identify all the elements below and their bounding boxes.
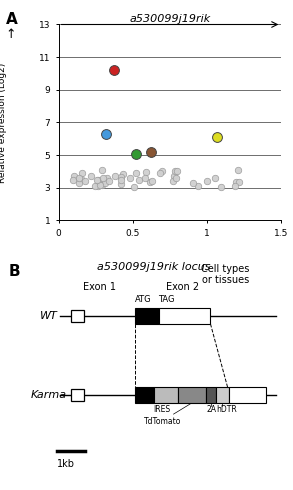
Point xyxy=(133,149,138,157)
Point xyxy=(191,179,196,187)
Text: a530099j19rik locus: a530099j19rik locus xyxy=(97,262,210,272)
Point xyxy=(100,181,104,189)
Point xyxy=(150,177,154,185)
Point xyxy=(133,170,138,177)
Point xyxy=(101,174,105,182)
Point xyxy=(215,133,220,141)
Text: Cell types
or tissues: Cell types or tissues xyxy=(201,264,250,285)
Point xyxy=(113,172,117,180)
Text: 2A: 2A xyxy=(206,405,216,414)
Bar xyxy=(71,389,84,401)
Point xyxy=(233,178,238,186)
Text: hDTR: hDTR xyxy=(216,405,237,414)
Title: a530099j19rik: a530099j19rik xyxy=(129,14,211,24)
Point xyxy=(95,176,100,184)
Point xyxy=(76,179,81,187)
Bar xyxy=(206,387,216,403)
Point xyxy=(121,170,126,178)
Point xyxy=(103,179,108,187)
Text: Exon 2: Exon 2 xyxy=(166,282,199,292)
Point xyxy=(236,166,241,174)
Text: 1kb: 1kb xyxy=(57,459,75,469)
Point xyxy=(104,130,108,138)
Bar xyxy=(154,387,178,403)
Bar xyxy=(135,308,159,324)
Point xyxy=(83,177,88,185)
Point xyxy=(205,177,209,185)
Text: B: B xyxy=(9,264,20,279)
Point xyxy=(195,182,200,190)
Point xyxy=(157,169,162,177)
Text: ATG: ATG xyxy=(135,295,152,304)
Text: ↑: ↑ xyxy=(5,28,16,41)
Bar xyxy=(135,387,154,403)
Bar xyxy=(229,387,266,403)
Point xyxy=(119,180,124,188)
Point xyxy=(174,174,178,182)
Point xyxy=(100,167,105,174)
Point xyxy=(219,183,223,191)
Bar xyxy=(71,310,84,322)
Point xyxy=(119,176,123,184)
Text: WT: WT xyxy=(40,311,57,321)
Text: A: A xyxy=(6,12,18,27)
Point xyxy=(137,176,141,184)
Point xyxy=(89,172,93,180)
Point xyxy=(127,174,132,182)
Point xyxy=(148,148,153,156)
Point xyxy=(119,173,123,181)
Point xyxy=(78,175,83,183)
Point xyxy=(72,172,76,180)
Bar xyxy=(159,308,210,324)
Point xyxy=(142,174,147,182)
Point xyxy=(147,178,152,186)
Point xyxy=(77,174,82,182)
Point xyxy=(159,167,164,175)
Point xyxy=(79,170,84,177)
Point xyxy=(143,168,148,176)
Point xyxy=(173,168,177,175)
Point xyxy=(98,181,103,189)
Text: TAG: TAG xyxy=(158,295,175,304)
Text: Relative expression (Log2): Relative expression (Log2) xyxy=(0,62,7,183)
Point xyxy=(107,177,111,185)
Text: Karma: Karma xyxy=(30,390,67,400)
Point xyxy=(171,177,176,185)
Point xyxy=(92,182,97,190)
Point xyxy=(132,183,137,191)
Point xyxy=(95,176,100,184)
Bar xyxy=(178,387,206,403)
Text: IRES: IRES xyxy=(154,405,171,414)
Text: TdTomato: TdTomato xyxy=(144,417,181,426)
Point xyxy=(111,66,116,74)
Bar xyxy=(216,387,229,403)
Text: Exon 1: Exon 1 xyxy=(83,282,116,292)
Point xyxy=(71,176,76,184)
Point xyxy=(236,178,241,186)
Point xyxy=(95,182,100,190)
Point xyxy=(105,174,110,182)
Point xyxy=(233,183,238,191)
Point xyxy=(172,172,177,179)
Point xyxy=(174,168,179,175)
Point xyxy=(213,174,217,182)
